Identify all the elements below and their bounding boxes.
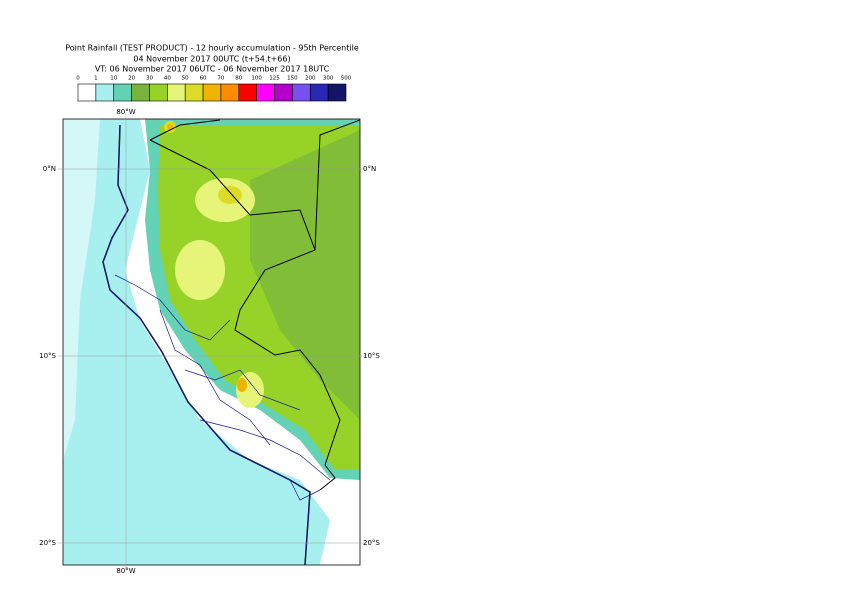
graticule — [58, 113, 365, 571]
legend-swatch — [238, 83, 257, 102]
legend-tick-label: 50 — [182, 76, 189, 82]
legend-tick-label: 500 — [341, 76, 352, 82]
legend-tick-label: 40 — [164, 76, 171, 82]
legend-tick-label: 1 — [94, 76, 98, 82]
legend-swatch — [184, 83, 204, 102]
lat-label: 20°S — [363, 539, 380, 547]
legend-tick-label: 10 — [110, 76, 117, 82]
lat-label: 20°S — [39, 539, 56, 547]
legend-swatch — [292, 83, 311, 102]
legend: 0 1 10 20 30 40 50 60 70 80 100 125 150 200 300 500 — [76, 76, 352, 102]
legend-swatch — [95, 83, 115, 102]
legend-tick-label: 0 — [76, 76, 80, 82]
legend-tick-label: 200 — [305, 76, 316, 82]
legend-swatch — [113, 83, 132, 102]
legend-tick-label: 60 — [200, 76, 207, 82]
legend-swatch — [131, 83, 150, 102]
legend-swatch — [256, 83, 275, 102]
legend-swatch — [167, 83, 186, 102]
legend-swatch — [202, 83, 222, 102]
legend-tick-label: 70 — [217, 76, 224, 82]
legend-tick-label: 300 — [323, 76, 334, 82]
lat-label: 10°S — [363, 352, 380, 360]
legend-swatch — [327, 83, 347, 102]
lon-label: 80°W — [116, 567, 135, 575]
lat-label: 10°S — [39, 352, 56, 360]
legend-swatch — [77, 83, 97, 102]
title-line: VT: 06 November 2017 06UTC - 06 November… — [95, 65, 330, 74]
map-frame — [62, 118, 361, 566]
legend-tick-label: 100 — [251, 76, 262, 82]
legend-tick-label: 150 — [287, 76, 298, 82]
lon-label: 80°W — [116, 108, 135, 116]
legend-tick-label: 80 — [235, 76, 242, 82]
legend-swatch — [220, 83, 240, 102]
legend-swatch — [309, 83, 329, 102]
title-line: Point Rainfall (TEST PRODUCT) - 12 hourl… — [65, 44, 359, 53]
lat-label: 0°N — [43, 165, 56, 173]
lat-label: 0°N — [363, 165, 376, 173]
map — [63, 119, 360, 565]
legend-swatch — [274, 83, 293, 102]
legend-tick-label: 30 — [146, 76, 153, 82]
legend-swatch — [149, 83, 168, 102]
legend-tick-label: 125 — [269, 76, 280, 82]
title-line: 04 November 2017 00UTC (t+54,t+66) — [133, 55, 290, 64]
legend-tick-label: 20 — [128, 76, 135, 82]
